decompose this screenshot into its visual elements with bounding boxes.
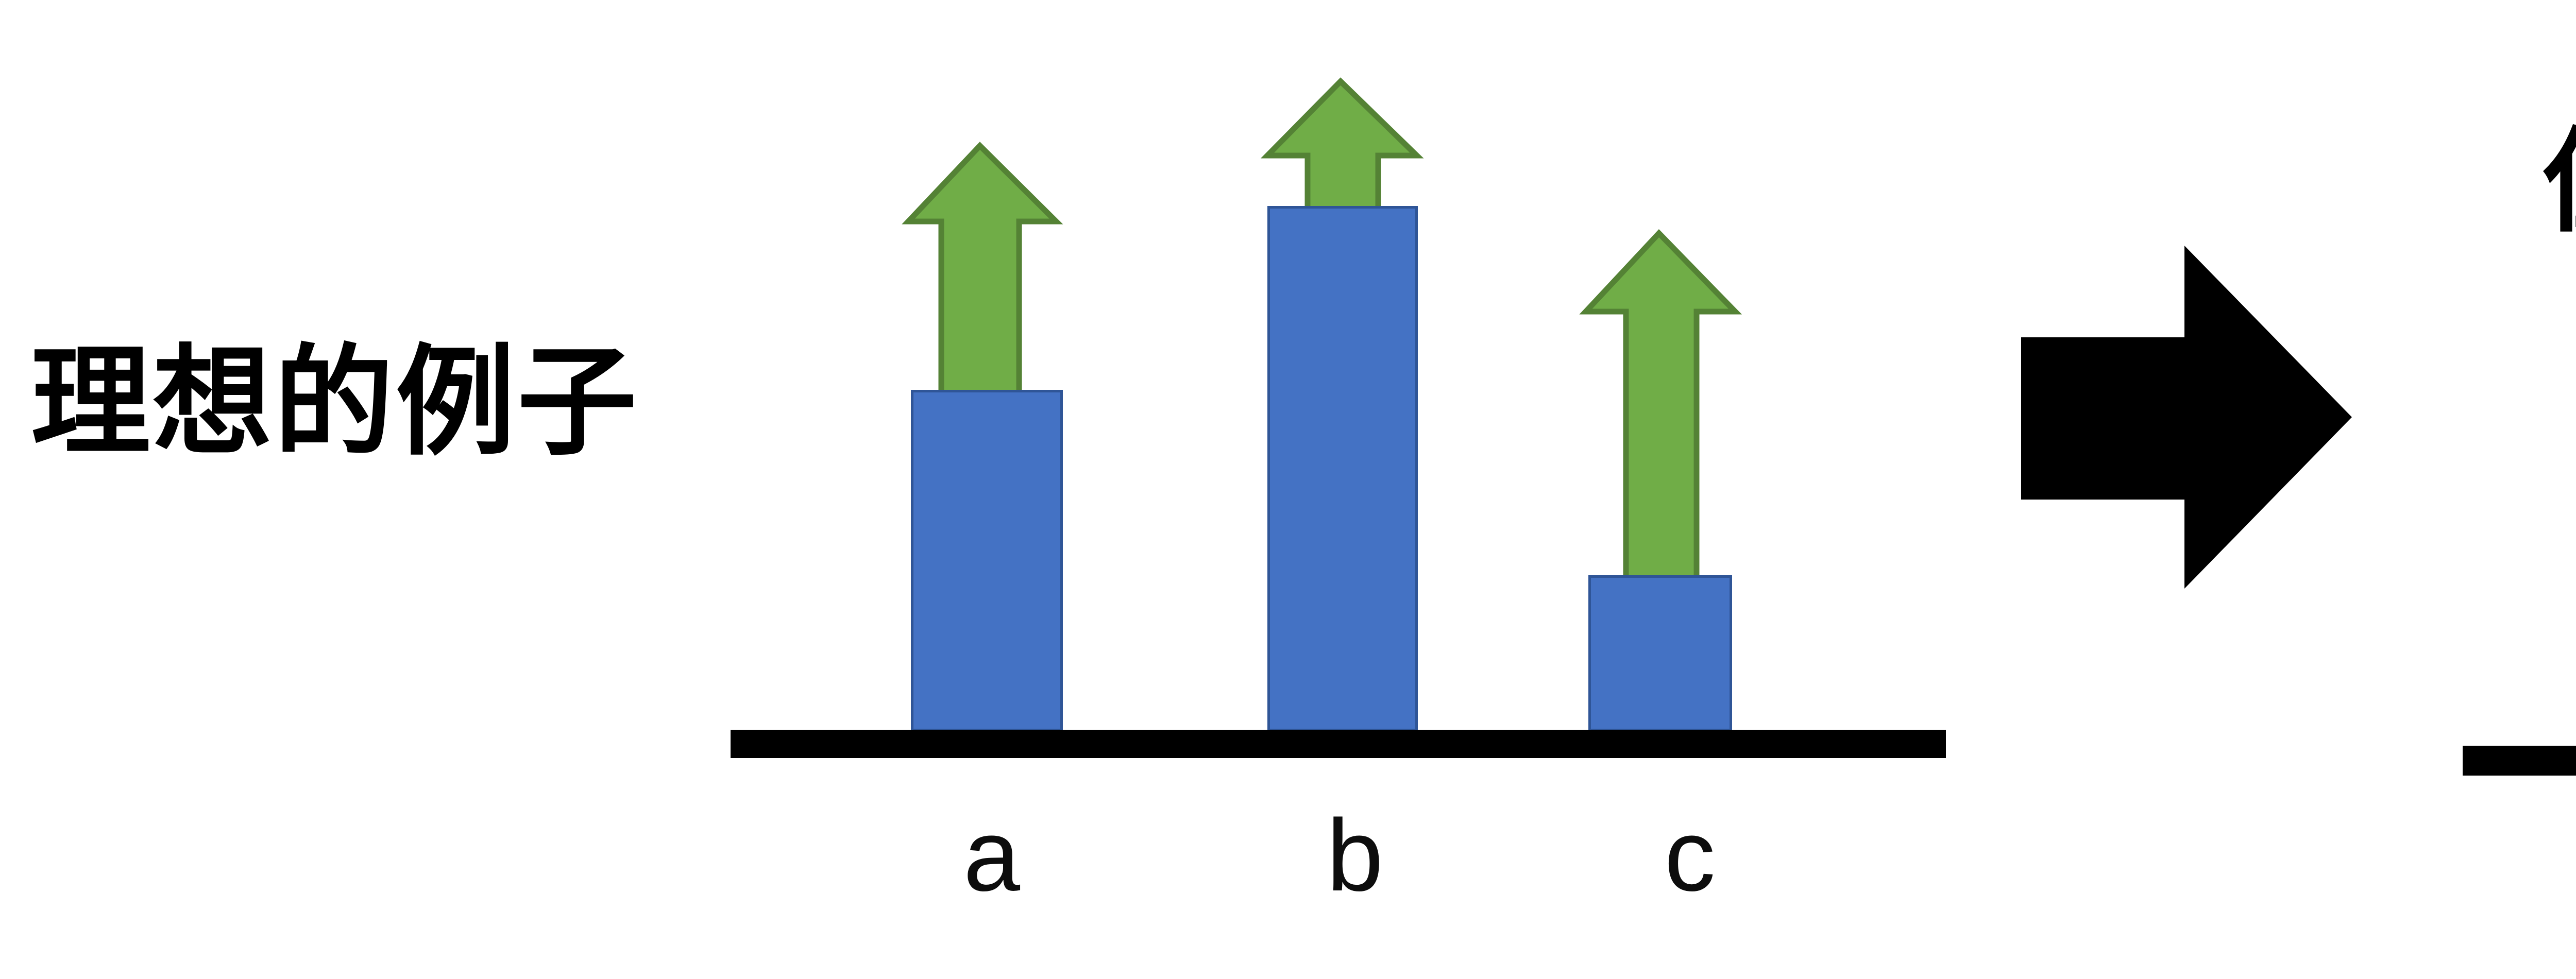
category-label-b: b bbox=[1326, 798, 1384, 912]
x-axis-baseline bbox=[731, 730, 1946, 758]
left-caption-text: 理想的例子 bbox=[31, 337, 639, 470]
right-arrow-icon bbox=[2021, 246, 2352, 589]
category-label-a: a bbox=[963, 798, 1021, 912]
x-axis-baseline bbox=[2463, 746, 2576, 776]
bar-c bbox=[1588, 575, 1732, 731]
bar-a bbox=[911, 390, 1063, 731]
bar-b bbox=[1267, 206, 1418, 731]
ideal-bar-chart: a b c bbox=[731, 77, 1946, 912]
category-label-c: c bbox=[1664, 798, 1716, 912]
right-caption-text: 但是实际上…… bbox=[2543, 126, 2576, 239]
